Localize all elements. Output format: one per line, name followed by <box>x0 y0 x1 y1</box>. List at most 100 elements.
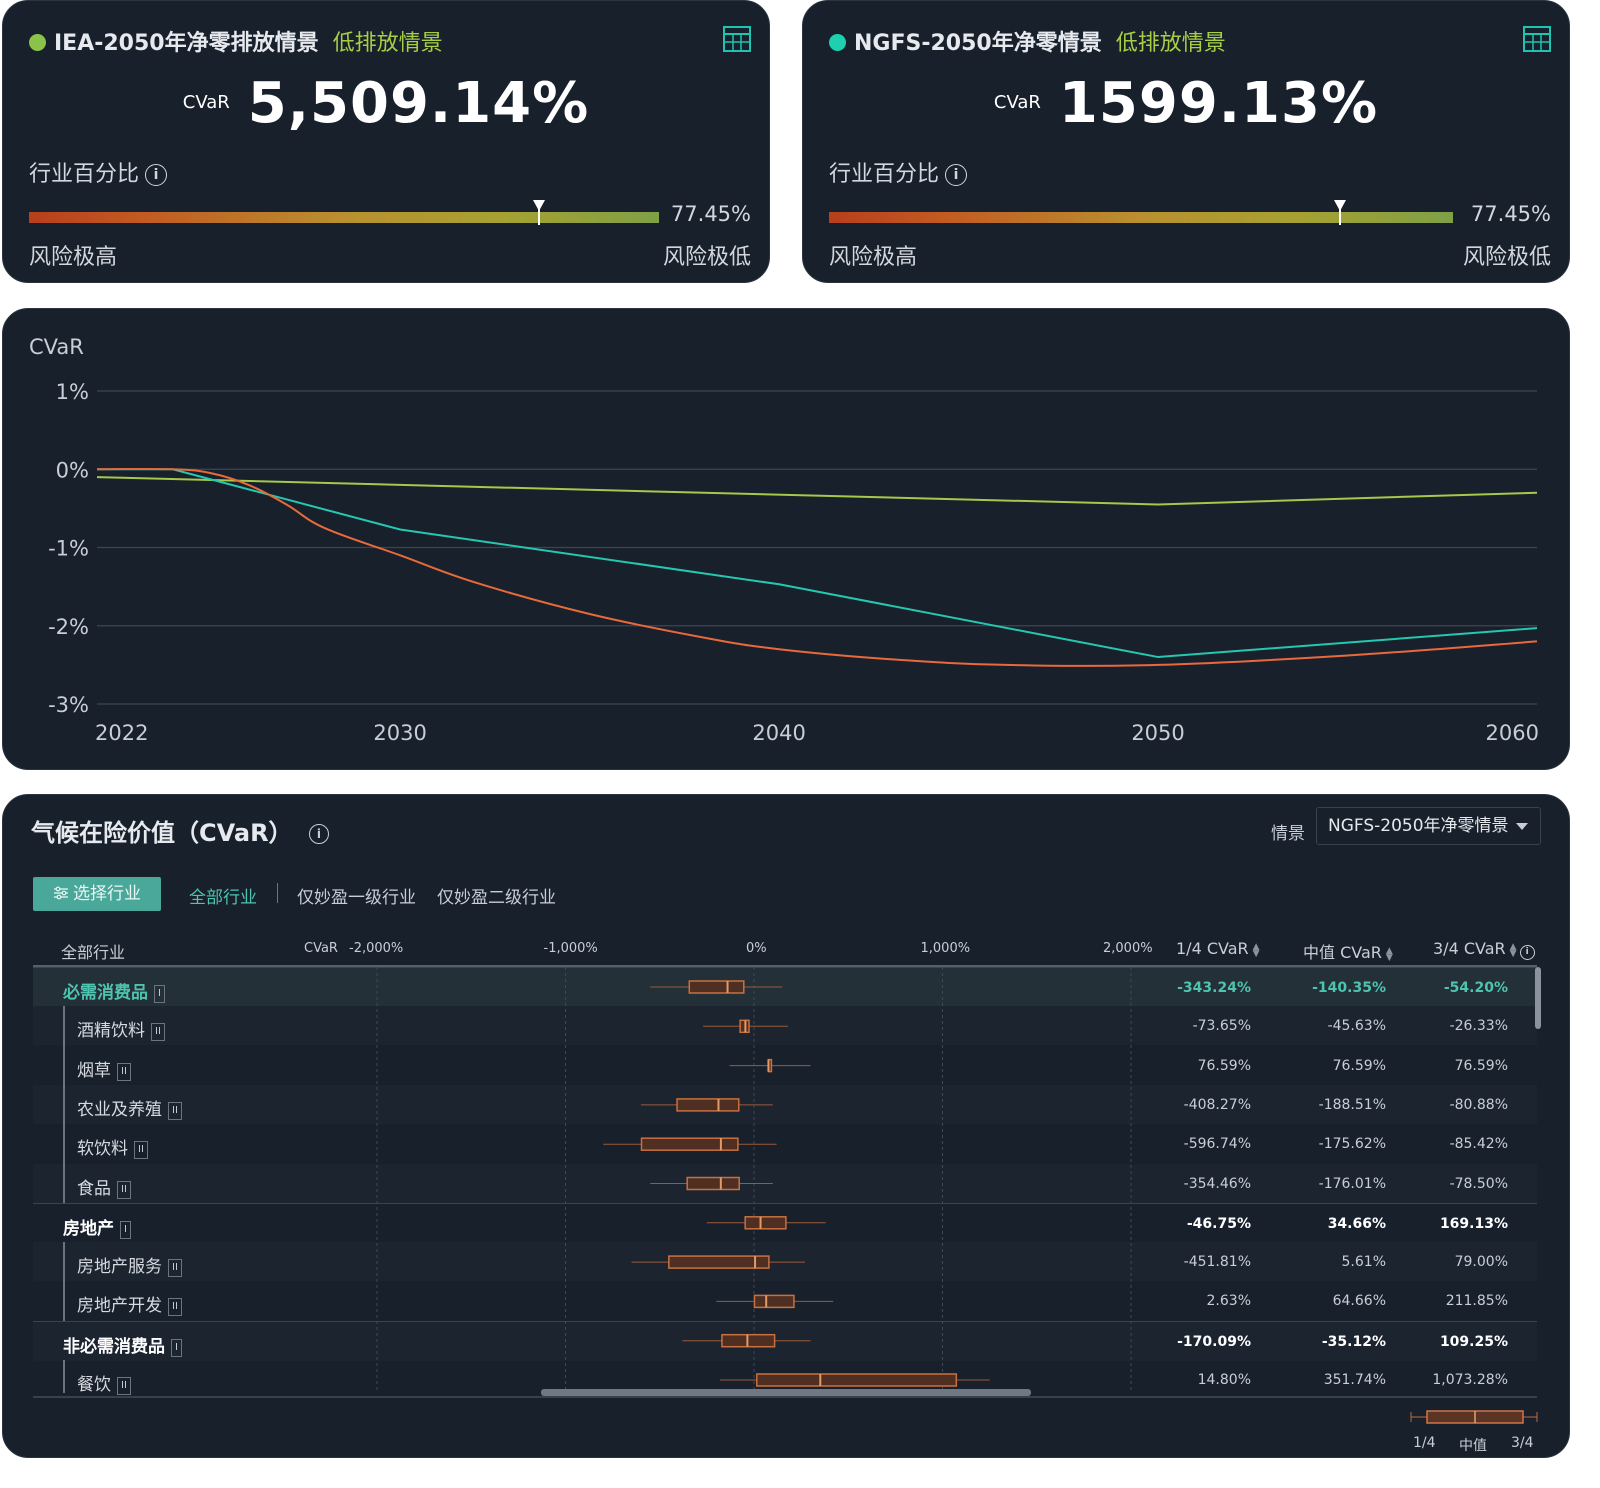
y-tick-label: -1% <box>48 537 89 561</box>
industry-name[interactable]: 酒精饮料 II <box>77 1016 165 1042</box>
cvar-value: 1599.13% <box>1058 71 1379 136</box>
industry-name[interactable]: 食品 II <box>77 1174 131 1199</box>
cell-q3: 76.59% <box>1454 1057 1508 1074</box>
select-industry-button[interactable]: 选择行业 <box>33 877 161 911</box>
scenario-label: 情景 <box>1271 824 1305 844</box>
table-row[interactable]: 非必需消费品 I -170.09% -35.12% 109.25% <box>33 1320 1537 1361</box>
percentile-value: 77.45% <box>670 202 751 226</box>
scenario-title: IEA-2050年净零排放情景 低排放情景 <box>29 25 443 57</box>
info-icon[interactable]: i <box>1519 945 1535 960</box>
y-tick-label: -2% <box>48 615 89 639</box>
cell-q3: -85.42% <box>1449 1136 1508 1153</box>
filter-all[interactable]: 全部行业 <box>189 888 257 908</box>
sort-icon[interactable]: ▲ ▼ <box>1385 946 1393 963</box>
risk-high-label: 风险极高 <box>29 245 118 270</box>
group-indent-line <box>63 1242 65 1321</box>
level-badge: II <box>117 1180 131 1199</box>
table-row[interactable]: 房地产服务 II -451.81% 5.61% 79.00% <box>33 1242 1537 1282</box>
level-badge: II <box>168 1101 182 1120</box>
table-row[interactable]: 农业及养殖 II -408.27% -188.51% -80.88% <box>33 1084 1537 1124</box>
vertical-scrollbar[interactable] <box>1535 967 1541 1029</box>
industry-name[interactable]: 房地产服务 II <box>77 1252 182 1278</box>
industry-name[interactable]: 软饮料 II <box>77 1134 148 1160</box>
divider <box>277 883 278 903</box>
cell-q3: -26.33% <box>1449 1018 1508 1035</box>
level-badge: II <box>168 1259 182 1278</box>
level-badge: II <box>117 1377 131 1395</box>
column-header-q3[interactable]: 3/4 CVaR ▲ ▼ i <box>1433 939 1535 960</box>
industry-label: 房地产 <box>63 1218 114 1239</box>
industry-label: 非必需消费品 <box>63 1336 165 1357</box>
column-header-name: 全部行业 <box>61 943 126 962</box>
group-indent-line <box>63 1006 65 1203</box>
y-tick-label: 1% <box>56 380 89 404</box>
scenario-title: NGFS-2050年净零情景 低排放情景 <box>829 25 1226 57</box>
cell-q1: -170.09% <box>1177 1333 1251 1350</box>
cell-q1: 76.59% <box>1197 1057 1251 1074</box>
industry-label: 食品 <box>77 1178 111 1199</box>
info-icon[interactable]: i <box>945 164 968 186</box>
cell-med: 34.66% <box>1327 1215 1386 1232</box>
cell-med: -176.01% <box>1318 1175 1386 1192</box>
info-icon[interactable]: i <box>308 824 329 844</box>
table-row[interactable]: 餐饮 II 14.80% 351.74% 1,073.28% <box>33 1360 1537 1399</box>
table-row[interactable]: 必需消费品 I -343.24% -140.35% -54.20% <box>33 967 1537 1007</box>
axis-tick-label: 2,000% <box>1103 941 1153 956</box>
legend-q3-label: 3/4 <box>1511 1435 1534 1451</box>
cell-med: 76.59% <box>1332 1057 1386 1074</box>
table-row[interactable]: 房地产 I -46.75% 34.66% 169.13% <box>33 1202 1537 1243</box>
percentile-value: 77.45% <box>1470 202 1551 226</box>
scenario-card-iea: IEA-2050年净零排放情景 低排放情景 CVaR 5,509.14% 行业百分比… <box>2 0 770 283</box>
cvar-display: CVaR 1599.13% <box>803 71 1569 136</box>
cell-q3: 169.13% <box>1439 1215 1508 1232</box>
industry-name[interactable]: 餐饮 II <box>77 1370 131 1395</box>
scenario-tag: 低排放情景 <box>332 31 443 56</box>
industry-name[interactable]: 农业及养殖 II <box>77 1095 182 1120</box>
level-badge: I <box>120 1220 131 1239</box>
info-icon[interactable]: i <box>145 164 168 186</box>
table-grid-icon[interactable] <box>1523 25 1551 53</box>
percentile-label: 行业百分比 i <box>829 156 968 188</box>
cell-med: 64.66% <box>1332 1293 1386 1310</box>
industry-label: 农业及养殖 <box>77 1099 162 1120</box>
column-header-q1[interactable]: 1/4 CVaR ▲ ▼ <box>1176 939 1260 959</box>
cvar-label: CVaR <box>993 92 1041 113</box>
scenario-dot <box>829 34 846 51</box>
industry-name[interactable]: 必需消费品 I <box>63 978 165 1003</box>
horizontal-scrollbar[interactable] <box>541 1389 1031 1396</box>
cell-q3: -80.88% <box>1449 1096 1508 1113</box>
cell-q1: -343.24% <box>1177 980 1251 996</box>
percentile-label: 行业百分比 i <box>29 156 168 188</box>
industry-name[interactable]: 非必需消费品 I <box>63 1332 182 1357</box>
sort-icon[interactable]: ▲ ▼ <box>1509 942 1517 959</box>
chevron-down-icon <box>1516 823 1528 830</box>
cell-q3: 211.85% <box>1445 1293 1508 1310</box>
scenario-card-ngfs: NGFS-2050年净零情景 低排放情景 CVaR 1599.13% 行业百分比 i … <box>802 0 1570 283</box>
series-line-0 <box>96 476 1538 506</box>
y-axis-title: CVaR <box>29 335 84 359</box>
cvar-table-card: 气候在险价值（CVaR） i 情景 NGFS-2050年净零情景 选择行业 全部… <box>2 794 1570 1458</box>
table-row[interactable]: 软饮料 II -596.74% -175.62% -85.42% <box>33 1124 1537 1163</box>
level-badge: II <box>168 1298 182 1317</box>
table-row[interactable]: 食品 II -354.46% -176.01% -78.50% <box>33 1163 1537 1203</box>
table-grid-icon[interactable] <box>723 25 751 53</box>
filter-level2[interactable]: 仅妙盈二级行业 <box>437 888 556 908</box>
percentile-bar <box>29 212 659 223</box>
risk-low-label: 风险极低 <box>662 245 751 270</box>
filter-level1[interactable]: 仅妙盈一级行业 <box>297 888 416 908</box>
industry-name[interactable]: 烟草 II <box>77 1056 131 1081</box>
cell-q1: -73.65% <box>1192 1018 1251 1035</box>
industry-name[interactable]: 房地产 I <box>63 1214 131 1239</box>
level-badge: I <box>154 985 165 1003</box>
industry-name[interactable]: 房地产开发 II <box>77 1291 182 1317</box>
table-row[interactable]: 房地产开发 II 2.63% 64.66% 211.85% <box>33 1281 1537 1320</box>
scenario-select[interactable]: NGFS-2050年净零情景 <box>1316 807 1541 845</box>
industry-label: 房地产开发 <box>77 1296 162 1317</box>
table-row[interactable]: 酒精饮料 II -73.65% -45.63% -26.33% <box>33 1006 1537 1046</box>
column-header-median[interactable]: 中值 CVaR ▲ ▼ <box>1303 943 1393 963</box>
y-tick-label: 0% <box>56 458 89 482</box>
sort-icon[interactable]: ▲ ▼ <box>1252 942 1260 959</box>
cell-q3: 109.25% <box>1439 1333 1508 1350</box>
table-row[interactable]: 烟草 II 76.59% 76.59% 76.59% <box>33 1046 1537 1085</box>
cvar-trend-card: CVaR 1% 0% -1% -2% -3% 2022 2030 2040 2050 2060 <box>2 308 1570 770</box>
